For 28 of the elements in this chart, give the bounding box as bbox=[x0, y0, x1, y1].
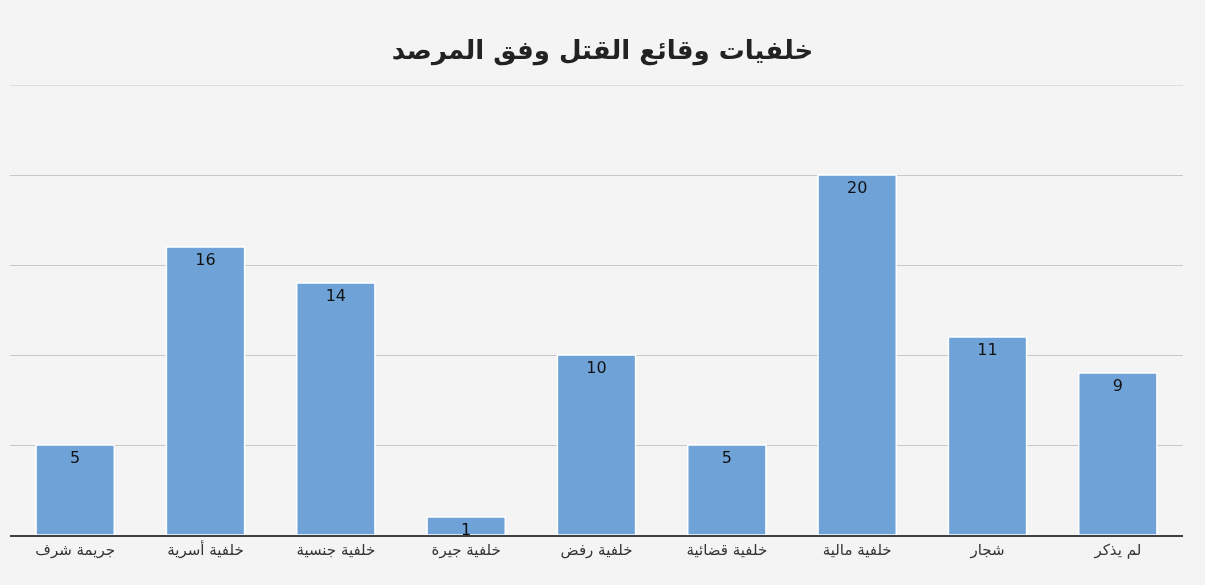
bar bbox=[556, 354, 637, 535]
data-label: 11 bbox=[977, 340, 998, 359]
bar bbox=[686, 444, 767, 535]
x-tick-label: لم يذكر bbox=[1093, 541, 1142, 559]
bar bbox=[165, 246, 246, 535]
data-label: 9 bbox=[1112, 376, 1123, 395]
bar bbox=[295, 282, 376, 535]
x-tick-label: خلفية جيرة bbox=[431, 541, 501, 559]
data-label: 5 bbox=[721, 448, 732, 467]
chart-title: خلفيات وقائع القتل وفق المرصد bbox=[391, 35, 814, 67]
bar bbox=[35, 444, 116, 535]
bar bbox=[1077, 372, 1158, 535]
x-tick-label: خلفية مالية bbox=[822, 541, 892, 559]
x-tick-label: خلفية جنسية bbox=[296, 541, 376, 559]
x-tick-label: خلفية رفض bbox=[560, 541, 633, 559]
data-label: 16 bbox=[195, 250, 216, 269]
x-tick-label: شجار bbox=[969, 541, 1005, 559]
x-tick-label: خلفية قضائية bbox=[686, 541, 768, 559]
data-label: 10 bbox=[586, 358, 607, 377]
data-label: 5 bbox=[70, 448, 81, 467]
data-label: 14 bbox=[325, 286, 347, 305]
bar bbox=[947, 336, 1028, 535]
bar bbox=[426, 516, 507, 535]
x-tick-label: خلفية أسرية bbox=[167, 540, 244, 559]
bar bbox=[817, 174, 898, 535]
data-label: 20 bbox=[846, 178, 868, 197]
data-label: 1 bbox=[461, 520, 472, 539]
x-tick-label: جريمة شرف bbox=[35, 541, 115, 559]
